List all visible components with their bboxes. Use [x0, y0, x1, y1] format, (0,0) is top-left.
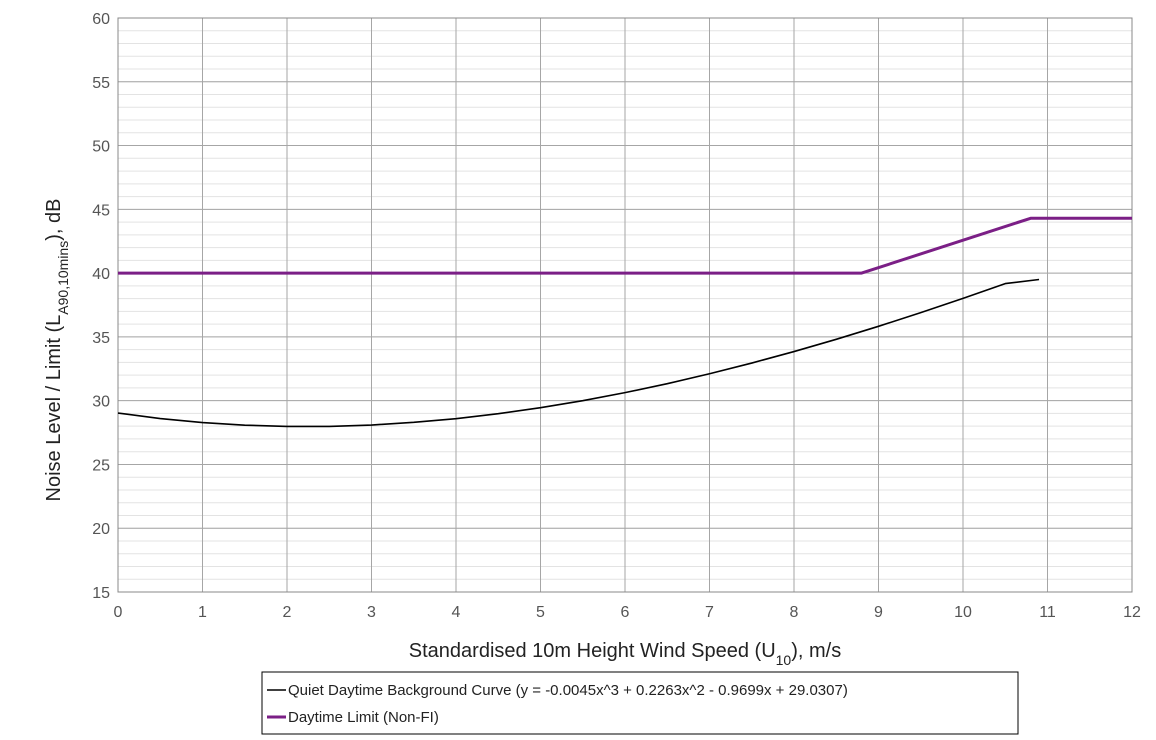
- y-tick-label: 50: [92, 139, 110, 156]
- x-axis-title: Standardised 10m Height Wind Speed (U10)…: [409, 640, 841, 668]
- x-tick-label: 7: [705, 604, 714, 621]
- series-layer: [117, 216, 1132, 428]
- plot-area: [117, 17, 1133, 593]
- series-line-background-curve: [117, 278, 1040, 428]
- x-tick-label: 10: [954, 604, 972, 621]
- legend-label-daytime-limit: Daytime Limit (Non-FI): [288, 709, 439, 726]
- y-tick-label: 25: [92, 457, 110, 474]
- series-line-daytime-limit: [118, 216, 1132, 275]
- x-tick-label: 12: [1123, 604, 1141, 621]
- x-tick-label: 11: [1039, 604, 1056, 621]
- x-tick-label: 5: [536, 604, 545, 621]
- y-tick-label: 35: [92, 330, 110, 347]
- x-tick-labels: 0 1 2 3 4 5 6 7 8 9 10 11 12: [114, 604, 1141, 621]
- x-tick-label: 2: [283, 604, 292, 621]
- x-tick-label: 3: [367, 604, 376, 621]
- y-tick-label: 15: [92, 585, 110, 602]
- major-gridlines: [117, 17, 1133, 593]
- x-tick-label: 4: [452, 604, 461, 621]
- y-tick-labels: 15 20 25 30 35 40 45 50 55 60: [92, 11, 110, 602]
- x-tick-label: 0: [114, 604, 123, 621]
- x-tick-label: 9: [874, 604, 883, 621]
- y-tick-label: 30: [92, 394, 110, 411]
- y-tick-label: 55: [92, 75, 110, 92]
- y-axis-title: Noise Level / Limit (LA90,10mins), dB: [43, 199, 71, 502]
- y-tick-label: 40: [92, 266, 110, 283]
- x-tick-label: 6: [621, 604, 630, 621]
- y-tick-label: 60: [92, 11, 110, 28]
- legend: Quiet Daytime Background Curve (y = -0.0…: [261, 671, 1019, 735]
- legend-box: [261, 671, 1019, 735]
- x-tick-label: 1: [198, 604, 207, 621]
- y-tick-label: 20: [92, 521, 110, 538]
- y-tick-label: 45: [92, 202, 110, 219]
- legend-label-background-curve: Quiet Daytime Background Curve (y = -0.0…: [288, 682, 848, 699]
- x-tick-label: 8: [790, 604, 799, 621]
